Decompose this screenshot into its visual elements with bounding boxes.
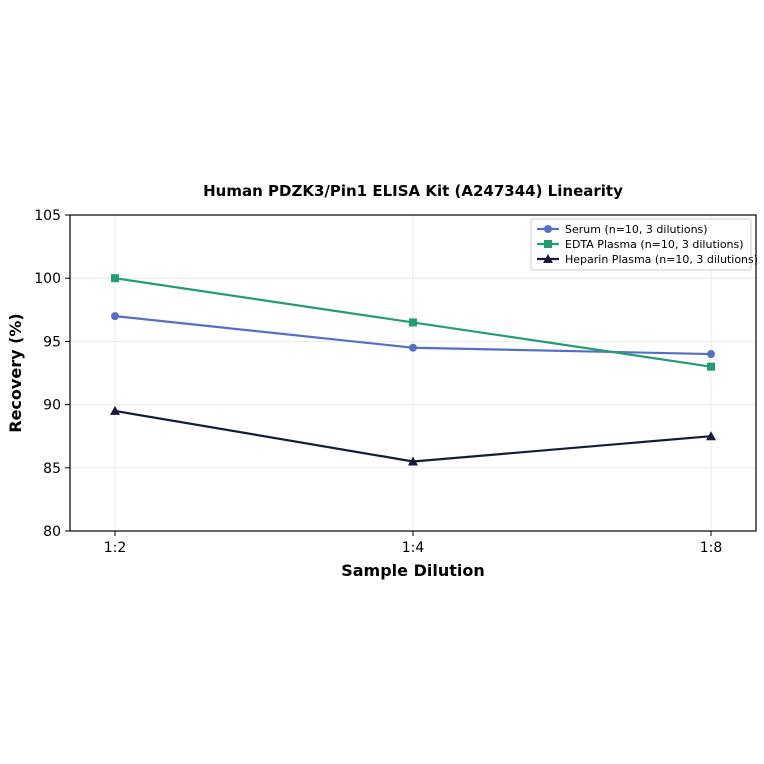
x-tick-label: 1:8 xyxy=(700,540,723,556)
legend-swatch-marker xyxy=(544,225,552,233)
y-axis-label: Recovery (%) xyxy=(6,313,25,432)
y-tick-label: 85 xyxy=(43,461,61,477)
y-tick-label: 105 xyxy=(34,208,61,224)
series-layer xyxy=(110,274,716,466)
legend-swatch-marker xyxy=(543,254,553,263)
x-tick-label: 1:2 xyxy=(104,540,127,556)
data-point xyxy=(409,343,417,352)
y-tick-label: 80 xyxy=(43,524,61,540)
chart-title: Human PDZK3/Pin1 ELISA Kit (A247344) Lin… xyxy=(203,182,623,200)
data-point xyxy=(706,431,716,441)
x-tick-label: 1:4 xyxy=(402,540,425,556)
series-2 xyxy=(111,274,715,371)
data-point xyxy=(409,318,417,327)
legend-entry: Serum (n=10, 3 dilutions) xyxy=(565,223,708,236)
data-point xyxy=(111,274,119,283)
data-point xyxy=(707,362,715,371)
y-tick-label: 95 xyxy=(43,334,61,350)
axis-layer: 80 85 90 95 100 105 1:2 1:4 1:8 xyxy=(34,208,722,556)
data-point xyxy=(408,456,418,466)
legend-entry: EDTA Plasma (n=10, 3 dilutions) xyxy=(565,238,744,251)
legend: Serum (n=10, 3 dilutions) EDTA Plasma (n=… xyxy=(530,218,758,271)
data-point xyxy=(110,405,120,415)
series-3 xyxy=(110,405,716,466)
y-tick-label: 90 xyxy=(43,398,61,414)
data-point xyxy=(707,350,715,359)
legend-entry: Heparin Plasma (n=10, 3 dilutions) xyxy=(565,253,758,266)
data-point xyxy=(111,312,119,321)
legend-swatch-marker xyxy=(544,240,552,248)
x-axis-label: Sample Dilution xyxy=(341,561,485,580)
legend-box xyxy=(530,218,752,271)
y-tick-label: 100 xyxy=(34,271,61,287)
